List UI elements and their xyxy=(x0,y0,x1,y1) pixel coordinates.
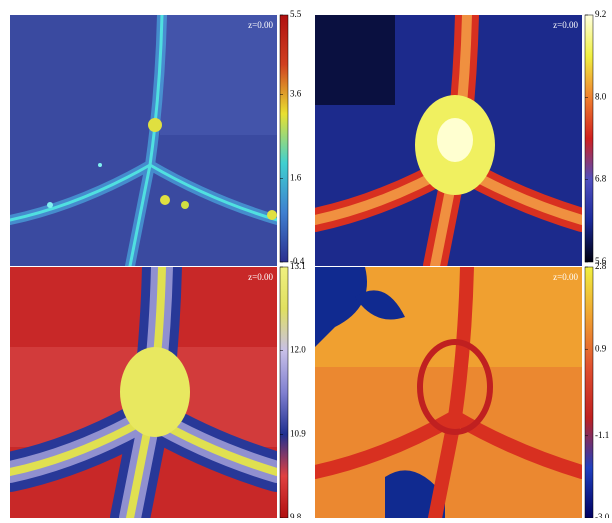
colorbar-tick-label: 12.0 xyxy=(290,345,306,355)
colorbar-tick-label: -3.0 xyxy=(595,512,610,518)
annotation: z=0.00 xyxy=(248,20,273,30)
colorbar-tick-label: 8.0 xyxy=(595,91,607,101)
colorbar-tick-label: 2.8 xyxy=(595,261,607,271)
annotation: z=0.00 xyxy=(248,272,273,282)
colorbar-tick-label: 10.9 xyxy=(290,428,306,438)
annotation: z=0.00 xyxy=(553,20,578,30)
colorbar xyxy=(280,267,288,518)
colorbar-tick-label: 9.8 xyxy=(290,512,302,518)
colorbar-tick-label: 0.9 xyxy=(595,343,607,353)
colorbar xyxy=(280,15,288,262)
colorbar-tick-label: 9.2 xyxy=(595,9,606,19)
colorbar xyxy=(585,267,593,518)
panel-image xyxy=(10,15,277,266)
colorbar xyxy=(585,15,593,262)
panel-image xyxy=(10,267,277,518)
colorbar-tick-label: 3.6 xyxy=(290,89,302,99)
panel-image xyxy=(315,267,582,518)
panel-image xyxy=(315,15,582,266)
colorbar-tick-label: 6.8 xyxy=(595,174,607,184)
colorbar-tick-label: 1.6 xyxy=(290,172,302,182)
colorbar-tick-label: -1.1 xyxy=(595,430,609,440)
annotation: z=0.00 xyxy=(553,272,578,282)
colorbar-tick-label: 5.5 xyxy=(290,9,302,19)
figure: z=0.00-0.41.63.65.5z=0.005.66.88.09.2z=0… xyxy=(0,0,612,518)
colorbar-tick-label: 13.1 xyxy=(290,261,306,271)
